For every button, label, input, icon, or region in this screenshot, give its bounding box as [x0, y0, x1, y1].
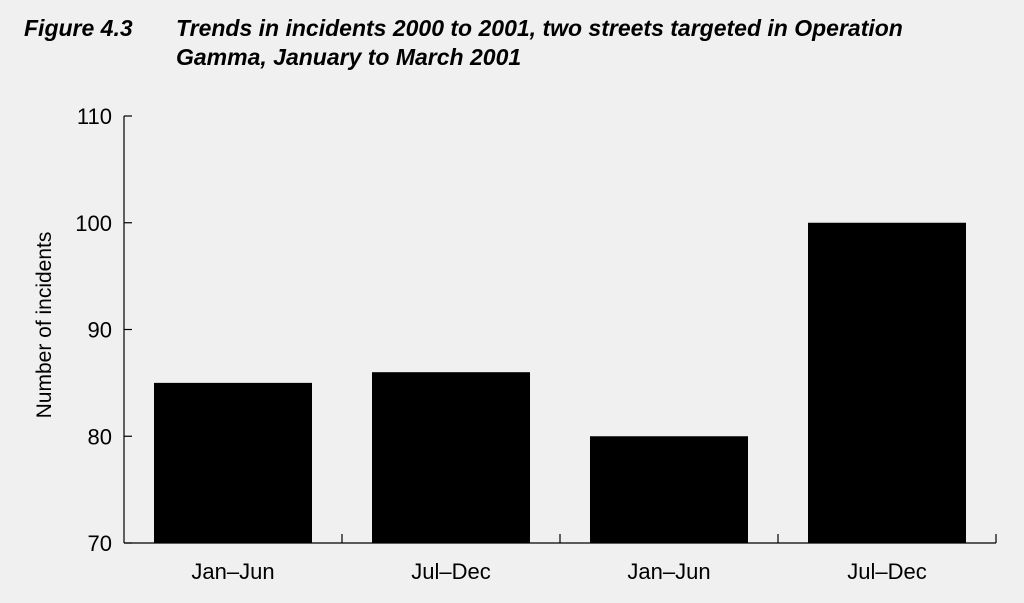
bar-3: [590, 436, 748, 543]
bars: [154, 222, 966, 543]
x-tick-label-4: Jul–Dec: [847, 559, 926, 584]
y-tick-label-80: 80: [88, 424, 112, 449]
bar-1: [154, 382, 312, 543]
bar-4: [808, 222, 966, 543]
bar-2: [372, 372, 530, 543]
x-tick-label-2: Jul–Dec: [411, 559, 490, 584]
y-ticks: 70 80 90 100 110: [75, 104, 132, 556]
x-tick-label-1: Jan–Jun: [191, 559, 274, 584]
y-axis-title-group: Number of incidents: [33, 232, 56, 419]
figure-title: Trends in incidents 2000 to 2001, two st…: [176, 15, 903, 70]
y-tick-label-110: 110: [77, 104, 112, 129]
x-ticks: Jan–Jun Jul–Dec Jan–Jun Jul–Dec: [191, 534, 997, 584]
y-tick-label-90: 90: [88, 318, 112, 343]
y-tick-label-100: 100: [75, 211, 112, 236]
x-tick-label-3: Jan–Jun: [627, 559, 710, 584]
y-tick-label-70: 70: [88, 531, 112, 556]
y-axis-title: Number of incidents: [33, 232, 56, 419]
figure-label: Figure 4.3: [24, 15, 133, 41]
